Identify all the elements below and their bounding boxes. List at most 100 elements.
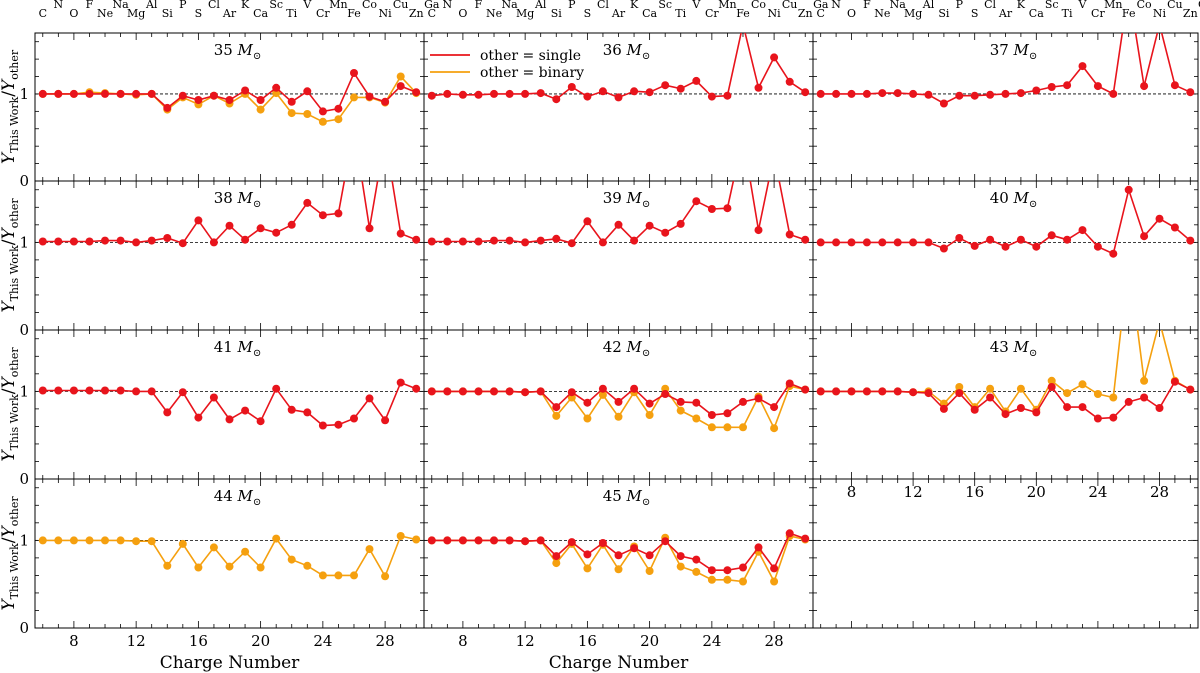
data-point (69, 89, 78, 98)
data-point (241, 547, 250, 556)
data-point (85, 386, 94, 395)
data-point (38, 89, 47, 98)
data-point (707, 92, 716, 101)
data-point (661, 390, 670, 398)
data-point (225, 96, 234, 104)
element-label: Mn (1104, 0, 1122, 11)
data-point (490, 536, 498, 545)
data-point (303, 110, 312, 118)
element-label: V (1078, 0, 1088, 11)
data-point (770, 53, 779, 62)
x-axis-label: Charge Number (160, 653, 300, 673)
element-label: Na (501, 0, 518, 11)
data-point (1093, 390, 1102, 398)
data-point (54, 536, 63, 545)
data-point (287, 555, 296, 564)
data-point (645, 399, 654, 408)
data-point (598, 539, 607, 547)
data-point (334, 209, 343, 218)
data-point (147, 89, 156, 98)
data-point (723, 91, 732, 100)
data-point (521, 537, 530, 546)
data-point (986, 235, 995, 244)
element-label: K (241, 0, 250, 11)
y-tick-label: 1 (19, 382, 29, 400)
data-point (536, 89, 545, 98)
element-label: Ca (253, 7, 268, 20)
element-label: Co (362, 0, 377, 11)
data-point (1001, 242, 1010, 251)
data-point (132, 238, 141, 247)
panel-title: 45 M⊙ (603, 487, 651, 508)
x-tick-label: 8 (69, 632, 79, 650)
x-tick-label: 8 (458, 632, 468, 650)
data-point (350, 69, 358, 77)
data-point (924, 389, 933, 398)
data-point (381, 133, 389, 141)
data-point (209, 91, 218, 100)
data-point (69, 536, 78, 545)
data-point (739, 423, 747, 432)
legend-label: other = binary (480, 65, 584, 81)
data-point (396, 82, 405, 91)
data-point (241, 86, 250, 95)
data-point (1047, 376, 1056, 385)
data-point (723, 566, 732, 575)
element-label: Zn (1183, 7, 1198, 20)
data-point (225, 562, 234, 571)
element-label: Cu (782, 0, 798, 11)
data-point (614, 551, 623, 560)
element-label: Ar (611, 7, 626, 20)
data-point (676, 84, 685, 93)
data-point (847, 89, 856, 98)
data-point (147, 537, 156, 546)
series-line (431, 385, 806, 431)
element-label: Zn (798, 7, 813, 20)
x-tick-label: 28 (1150, 483, 1169, 501)
element-label: O (847, 7, 856, 20)
x-tick-label: 8 (847, 483, 857, 501)
data-point (939, 404, 948, 413)
data-point (1140, 393, 1149, 402)
element-label: Cu (1167, 0, 1183, 11)
data-point (893, 238, 902, 247)
data-point (381, 416, 390, 425)
x-tick-label: 24 (313, 632, 332, 650)
element-label: Ne (97, 7, 113, 20)
data-point (1170, 81, 1179, 90)
element-label: Ne (874, 7, 890, 20)
x-tick-label: 16 (189, 632, 208, 650)
data-point (365, 394, 374, 403)
data-point (1047, 83, 1056, 91)
element-label: Co (751, 0, 766, 11)
data-point (598, 384, 607, 393)
element-label: Ni (1153, 7, 1167, 20)
data-point (785, 529, 794, 538)
data-point (412, 88, 421, 97)
data-point (676, 406, 685, 415)
data-point (474, 387, 483, 396)
element-label: Sc (658, 0, 672, 11)
element-label: Na (112, 0, 129, 11)
data-point (458, 387, 467, 396)
panel-42-series (427, 379, 810, 433)
data-point (1109, 249, 1118, 258)
data-point (1016, 404, 1025, 412)
element-label: Mn (718, 0, 736, 11)
data-point (645, 411, 654, 419)
data-point (1109, 393, 1118, 402)
data-point (692, 76, 701, 85)
element-label: O (458, 7, 467, 20)
data-point (955, 383, 964, 391)
element-label: N (831, 0, 841, 11)
data-point (692, 398, 701, 407)
data-point (739, 577, 747, 586)
data-point (1093, 242, 1102, 251)
panel-36-series (427, 33, 810, 104)
data-point (692, 414, 701, 423)
data-point (955, 389, 964, 398)
element-label: Mn (329, 0, 347, 11)
data-point (427, 237, 436, 246)
element-label: Cl (984, 0, 996, 11)
